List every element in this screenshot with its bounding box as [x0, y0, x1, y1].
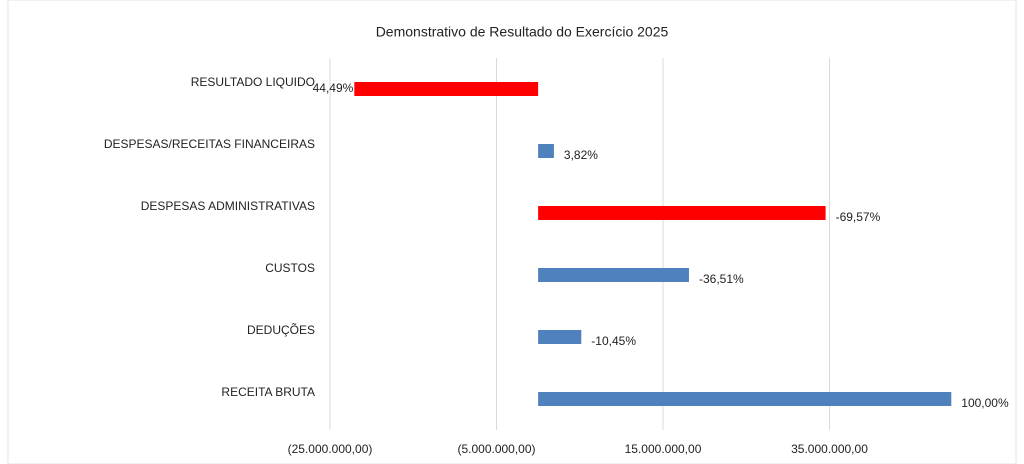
- bar: [538, 392, 952, 406]
- x-tick-label: 35.000.000,00: [791, 442, 868, 456]
- y-tick-label: RECEITA BRUTA: [221, 385, 315, 399]
- chart-title: Demonstrativo de Resultado do Exercício …: [376, 24, 669, 40]
- x-tick-label: (5.000.000,00): [457, 442, 535, 456]
- data-label: -69,57%: [836, 210, 881, 224]
- y-tick-label: DEDUÇÕES: [247, 322, 315, 337]
- chart-frame: [7, 0, 1017, 464]
- y-tick-label: CUSTOS: [265, 261, 315, 275]
- bar: [354, 82, 539, 96]
- data-label: 44,49%: [313, 81, 354, 95]
- data-label: 100,00%: [961, 396, 1009, 410]
- data-label: 3,82%: [564, 148, 598, 162]
- data-label: -10,45%: [591, 334, 636, 348]
- bar: [538, 268, 689, 282]
- bar: [538, 330, 582, 344]
- y-tick-label: DESPESAS/RECEITAS FINANCEIRAS: [104, 137, 315, 151]
- y-tick-label: RESULTADO LIQUIDO: [191, 75, 315, 89]
- bar: [538, 206, 826, 220]
- x-tick-label: 15.000.000,00: [625, 442, 702, 456]
- x-tick-label: (25.000.000,00): [288, 442, 373, 456]
- data-label: -36,51%: [699, 272, 744, 286]
- y-tick-label: DESPESAS ADMINISTRATIVAS: [141, 199, 315, 213]
- bar: [538, 144, 554, 158]
